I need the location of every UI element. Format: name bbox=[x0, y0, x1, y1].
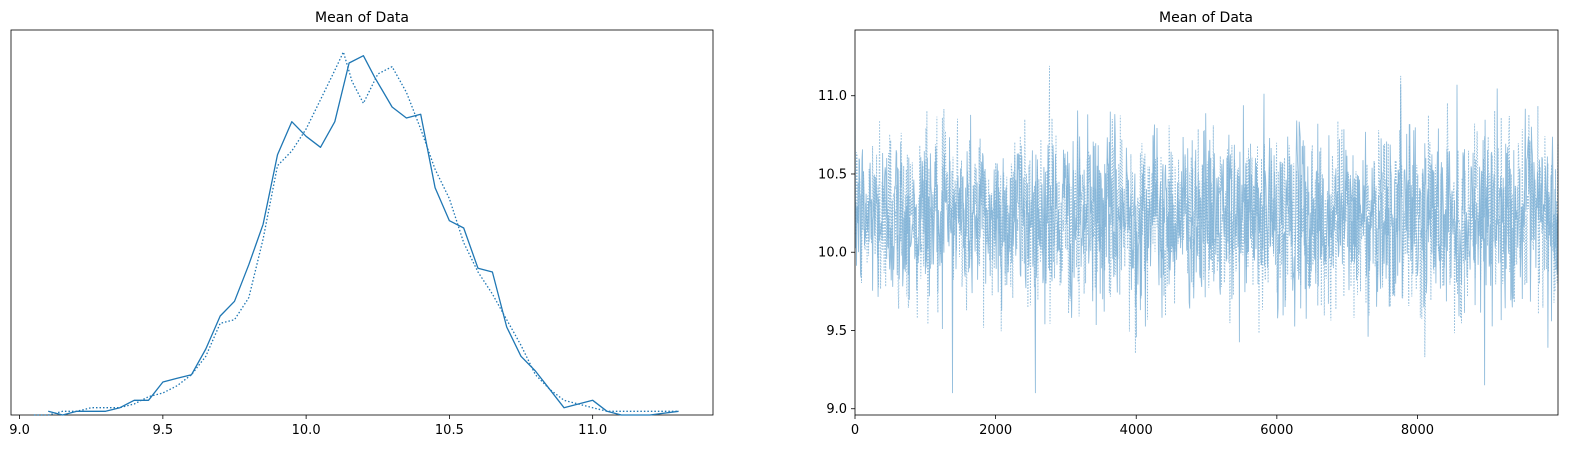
trace-y-tick-label: 9.5 bbox=[826, 324, 847, 339]
kde-x-tick-label: 10.0 bbox=[292, 423, 321, 438]
trace-axes-frame bbox=[854, 29, 1559, 416]
trace-panel: Mean of Data 0 2000 4000 6000 8000 9.0 9.5 10.0… bbox=[818, 10, 1559, 438]
kde-x-tick-label: 11.0 bbox=[578, 423, 607, 438]
kde-panel: Mean of Data 9.0 9.5 10.0 10.5 11.0 bbox=[9, 10, 714, 438]
kde-title: Mean of Data bbox=[315, 10, 409, 26]
kde-x-tick-label: 9.5 bbox=[153, 423, 174, 438]
trace-solid-line bbox=[854, 84, 1559, 394]
trace-title: Mean of Data bbox=[1159, 10, 1253, 26]
trace-x-tick-label: 4000 bbox=[1120, 423, 1153, 438]
kde-axes-frame bbox=[10, 29, 714, 416]
trace-x-tick-label: 2000 bbox=[979, 423, 1012, 438]
trace-dotted-line bbox=[854, 65, 1559, 358]
kde-dotted-line bbox=[33, 51, 679, 416]
kde-x-tick-label: 10.5 bbox=[435, 423, 464, 438]
trace-x-tick-label: 8000 bbox=[1401, 423, 1434, 438]
kde-solid-line bbox=[48, 55, 679, 416]
trace-y-tick-label: 10.0 bbox=[818, 246, 847, 261]
trace-x-tick-label: 6000 bbox=[1260, 423, 1293, 438]
trace-y-tick-label: 11.0 bbox=[818, 89, 847, 104]
trace-x-tick-label: 0 bbox=[851, 423, 859, 438]
kde-x-tick-label: 9.0 bbox=[9, 423, 30, 438]
trace-y-tick-label: 10.5 bbox=[818, 167, 847, 182]
trace-y-tick-label: 9.0 bbox=[826, 402, 847, 417]
